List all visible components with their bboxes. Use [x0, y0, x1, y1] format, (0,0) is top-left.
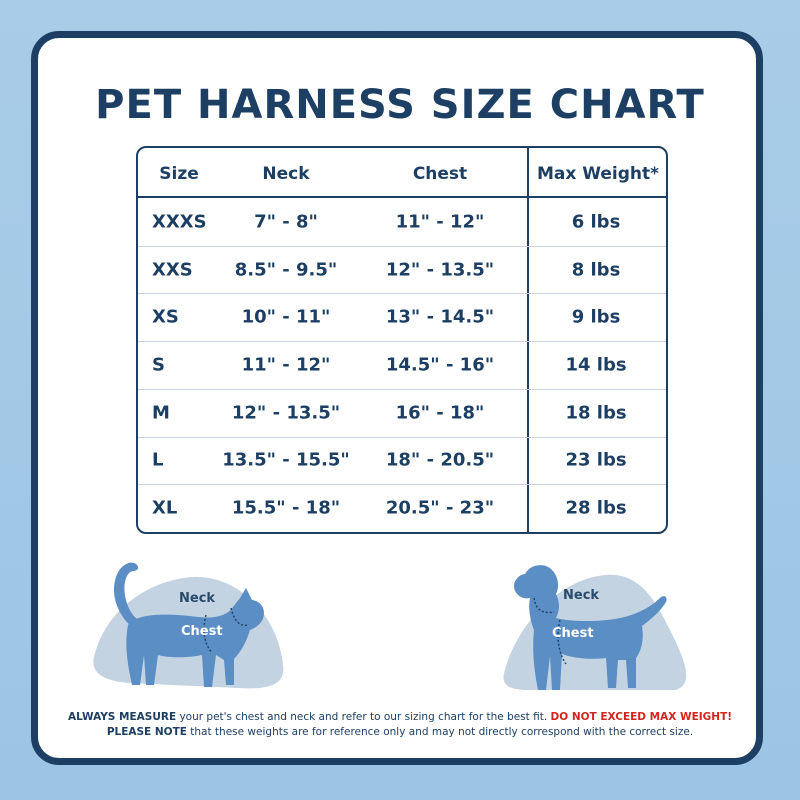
row-divider — [138, 293, 666, 295]
cat-neck-label: Neck — [179, 591, 216, 606]
row-divider — [138, 388, 666, 390]
cell-weight: 14 lbs — [565, 354, 627, 376]
please-note-label: PLEASE NOTE — [106, 726, 187, 738]
cell-neck: 7" - 8" — [254, 211, 318, 233]
footnote-line-1: ALWAYS MEASURE your pet's chest and neck… — [40, 710, 760, 725]
cell-size: XXS — [152, 259, 193, 281]
measure-instructions: your pet's chest and neck and refer to o… — [176, 711, 551, 723]
cell-chest: 13" - 14.5" — [385, 306, 495, 328]
page-title: PET HARNESS SIZE CHART — [95, 82, 705, 128]
cell-size: M — [152, 402, 170, 424]
row-divider — [138, 341, 666, 343]
cell-chest: 16" - 18" — [395, 402, 485, 424]
cell-weight: 9 lbs — [571, 306, 621, 328]
cat-silhouette-icon — [113, 562, 265, 687]
max-weight-warning: DO NOT EXCEED MAX WEIGHT! — [550, 711, 733, 723]
cell-size: XL — [152, 497, 178, 519]
header-divider — [138, 196, 666, 198]
cell-chest: 11" - 12" — [395, 211, 485, 233]
cell-neck: 12" - 13.5" — [231, 402, 341, 424]
cell-chest: 14.5" - 16" — [385, 354, 495, 376]
cell-size: XXXS — [152, 211, 207, 233]
cell-neck: 15.5" - 18" — [231, 497, 341, 519]
cell-weight: 18 lbs — [565, 402, 627, 424]
cell-size: L — [152, 449, 164, 471]
row-divider — [138, 484, 666, 486]
cell-neck: 11" - 12" — [241, 354, 331, 376]
cell-chest: 18" - 20.5" — [385, 449, 495, 471]
dog-illustration — [503, 565, 687, 690]
row-divider — [138, 245, 666, 247]
cell-neck: 8.5" - 9.5" — [234, 259, 338, 281]
cell-chest: 20.5" - 23" — [385, 497, 495, 519]
cell-size: XS — [152, 306, 179, 328]
header-max-weight: Max Weight* — [536, 164, 660, 184]
always-measure-label: ALWAYS MEASURE — [67, 711, 177, 723]
cat-illustration — [93, 562, 284, 689]
header-neck: Neck — [262, 164, 310, 184]
dog-chest-label: Chest — [552, 626, 594, 641]
cell-weight: 8 lbs — [571, 259, 621, 281]
header-size: Size — [159, 164, 199, 184]
dog-silhouette-icon — [514, 565, 667, 690]
dog-neck-label: Neck — [563, 588, 600, 603]
cell-weight: 23 lbs — [565, 449, 627, 471]
cell-neck: 13.5" - 15.5" — [222, 449, 350, 471]
reference-disclaimer: that these weights are for reference onl… — [186, 726, 694, 738]
cat-chest-label: Chest — [181, 624, 223, 639]
cell-size: S — [152, 354, 165, 376]
footnote: ALWAYS MEASURE your pet's chest and neck… — [40, 710, 760, 740]
size-table: Size Neck Chest Max Weight* XXXS 7" - 8" 1… — [136, 146, 668, 534]
cell-weight: 6 lbs — [571, 211, 621, 233]
row-divider — [138, 436, 666, 438]
cell-chest: 12" - 13.5" — [385, 259, 495, 281]
header-chest: Chest — [412, 164, 468, 184]
cell-neck: 10" - 11" — [241, 306, 331, 328]
footnote-line-2: PLEASE NOTE that these weights are for r… — [40, 725, 760, 740]
weight-column-divider — [527, 148, 529, 532]
cell-weight: 28 lbs — [565, 497, 627, 519]
